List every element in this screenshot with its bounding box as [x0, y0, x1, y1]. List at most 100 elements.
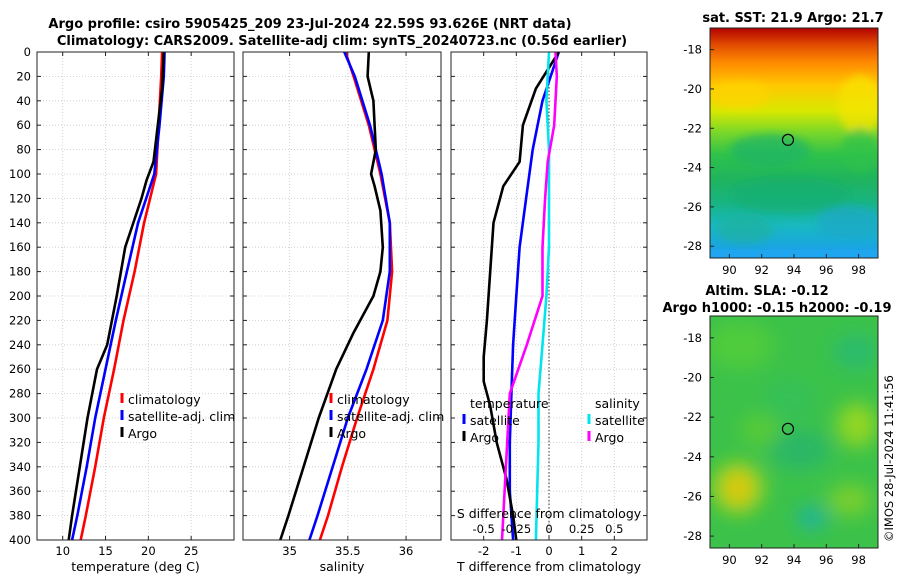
x-tick-label: -1: [511, 544, 522, 558]
plot-frame: [450, 51, 648, 541]
altim-argo-location-marker: [781, 422, 795, 435]
x-tick-label: 20: [141, 544, 156, 558]
x-tick-label: 35.5: [335, 544, 361, 558]
y-tick-label: 300: [9, 411, 31, 425]
series-line-argo: [279, 52, 385, 540]
y-tick-label: 360: [9, 484, 31, 498]
map-x-tick-label: 96: [819, 553, 834, 567]
y-tick-label: 340: [9, 460, 31, 474]
map-y-tick-label: -20: [683, 82, 702, 96]
x-tick-label: 15: [98, 544, 113, 558]
legend-label: climatology: [337, 392, 410, 407]
x-tick-label: 25: [184, 544, 199, 558]
legend-label: satellite-adj. clim: [337, 409, 444, 424]
legend-label: salinity: [595, 396, 640, 411]
legend-label: Argo: [595, 430, 624, 445]
map-x-tick-label: 98: [851, 553, 866, 567]
altim-map: 90 92 94 96 98 -18 -20 -22 -24 -26 -28: [683, 315, 879, 567]
plot-frame: [36, 51, 235, 541]
map-y-tick-label: -28: [683, 239, 702, 253]
s-tick-label: 0: [545, 522, 552, 536]
series-line-satellite-adj-clim: [70, 52, 166, 540]
x-tick-label: 36: [399, 544, 414, 558]
figure-title-line2: Climatology: CARS2009. Satellite-adj cli…: [57, 34, 627, 49]
x-tick-label: -2: [478, 544, 489, 558]
map-x-tick-label: 90: [722, 553, 737, 567]
map-x-tick-label: 96: [819, 263, 834, 277]
y-tick-label: 0: [24, 45, 31, 59]
map-y-tick-label: -22: [683, 410, 702, 424]
sst-field-patches: [710, 75, 878, 244]
series-line-s-argo: [500, 52, 559, 540]
y-tick-label: 40: [16, 94, 31, 108]
x-axis-label: T difference from climatology: [456, 559, 642, 574]
figure-title-line1: Argo profile: csiro 5905425_209 23-Jul-2…: [48, 17, 571, 32]
legend-label: temperature: [470, 396, 549, 411]
legend-label: satellite: [595, 413, 645, 428]
map-y-tick-label: -18: [683, 331, 702, 345]
s-tick-label: -0.25: [501, 522, 531, 536]
x-tick-label: 35: [282, 544, 297, 558]
map-x-tick-label: 94: [787, 263, 802, 277]
map-x-tick-label: 92: [754, 263, 769, 277]
series-line-satellite-adj-clim: [308, 52, 392, 540]
map-y-tick-label: -28: [683, 529, 702, 543]
map-x-tick-label: 92: [754, 553, 769, 567]
map-y-tick-label: -24: [683, 161, 702, 175]
y-tick-label: 140: [9, 216, 31, 230]
y-tick-label: 400: [9, 533, 31, 547]
sst-map-title: sat. SST: 21.9 Argo: 21.7: [702, 11, 883, 26]
y-tick-label: 380: [9, 509, 31, 523]
s-axis-label: S difference from climatology: [457, 506, 642, 521]
altim-map-title-line2: Argo h1000: -0.15 h2000: -0.19: [662, 301, 891, 316]
y-tick-label: 180: [9, 265, 31, 279]
y-tick-label: 20: [16, 69, 31, 83]
temperature-panel: 10 15 20 25 0 20 40 60 80 100 120 140 160 180 200 220 24…: [9, 45, 235, 574]
map-x-tick-label: 94: [787, 553, 802, 567]
legend-label: Argo: [128, 426, 157, 441]
y-tick-label: 100: [9, 167, 31, 181]
map-x-tick-label: 98: [851, 263, 866, 277]
map-y-tick-label: -26: [683, 200, 702, 214]
s-tick-label: 0.25: [569, 522, 595, 536]
y-tick-label: 80: [16, 143, 31, 157]
s-tick-label: -0.5: [472, 522, 494, 536]
sst-map-axes: 90 92 94 96 98 -18 -20 -22 -24 -26 -28: [683, 43, 866, 277]
series-line-t-argo: [482, 52, 560, 540]
legend-label: satellite-adj. clim: [128, 409, 235, 424]
y-tick-label: 200: [9, 289, 31, 303]
y-tick-label: 320: [9, 435, 31, 449]
x-tick-label: 2: [611, 544, 618, 558]
x-tick-label: 0: [545, 544, 552, 558]
legend-label: satellite: [470, 413, 520, 428]
x-axis-label: salinity: [320, 559, 365, 574]
plot-frame: [242, 51, 442, 541]
y-tick-label: 260: [9, 362, 31, 376]
y-tick-label: 60: [16, 118, 31, 132]
map-y-tick-label: -20: [683, 370, 702, 384]
legend-label: Argo: [470, 430, 499, 445]
difference-panel: -2 -1 0 1 2T difference from climatology temp…: [450, 51, 648, 574]
map-y-tick-label: -26: [683, 489, 702, 503]
x-tick-label: 1: [578, 544, 585, 558]
legend-label: Argo: [337, 426, 366, 441]
y-tick-label: 120: [9, 191, 31, 205]
sst-map: 90 92 94 96 98 -18 -20 -22 -24 -26 -28: [683, 27, 879, 277]
series-line-argo: [67, 52, 166, 540]
s-tick-label: 0.5: [605, 522, 623, 536]
legend-label: climatology: [128, 392, 201, 407]
y-tick-label: 220: [9, 313, 31, 327]
sst-argo-location-marker: [781, 133, 795, 146]
altim-field-patches: [710, 321, 877, 530]
map-y-tick-label: -24: [683, 450, 702, 464]
altim-map-title-line1: Altim. SLA: -0.12: [705, 284, 828, 299]
y-tick-label: 280: [9, 387, 31, 401]
salinity-panel: 35 35.5 36 salinity climatology satellite-adj…: [242, 51, 444, 574]
series-line-t-satellite: [508, 52, 561, 540]
map-x-tick-label: 90: [722, 263, 737, 277]
timestamp-stamp: ©IMOS 28-Jul-2024 11:41:56: [882, 375, 896, 542]
y-tick-label: 160: [9, 240, 31, 254]
series-line-s-satellite: [534, 52, 551, 540]
x-tick-label: 10: [55, 544, 70, 558]
